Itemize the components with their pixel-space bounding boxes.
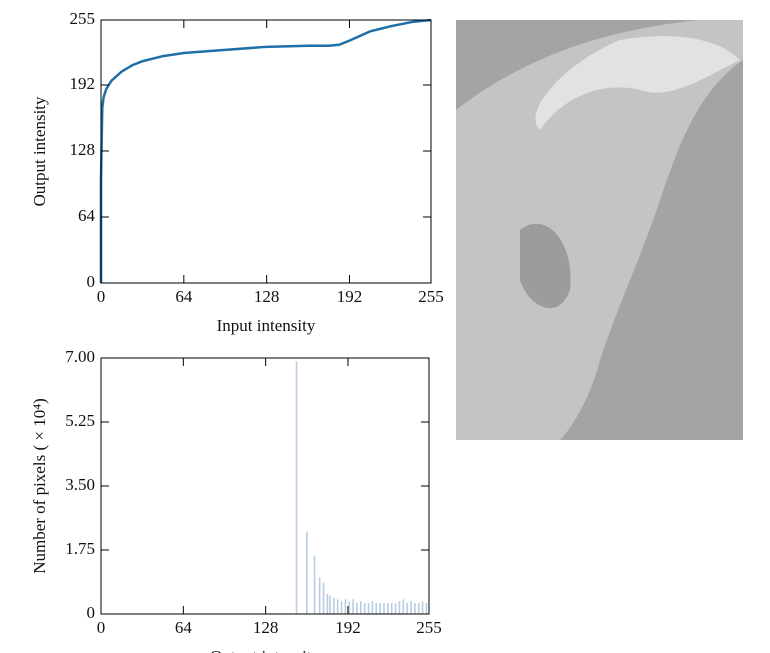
x-tick-label: 0 — [97, 618, 106, 637]
histogram-bar — [340, 601, 343, 614]
x-tick-label: 128 — [253, 618, 279, 637]
histogram-bar — [333, 597, 335, 614]
histogram-bar — [406, 603, 408, 614]
histogram-bar — [348, 601, 351, 614]
histogram-bar — [402, 599, 405, 614]
histogram-bar — [421, 601, 424, 614]
histogram-bar — [375, 603, 378, 614]
x-axis-label: Output intensity — [210, 647, 321, 653]
y-axis-label: Output intensity — [30, 96, 49, 207]
histogram-bar — [425, 603, 428, 614]
histogram-bar — [410, 601, 412, 614]
y-tick-label: 5.25 — [65, 411, 95, 430]
histogram-bar — [336, 599, 339, 614]
image-highlight — [535, 36, 740, 130]
histogram-bar — [344, 599, 347, 614]
histogram-bar — [313, 555, 316, 614]
histogram-bar — [318, 577, 321, 614]
y-tick-label: 0 — [87, 603, 96, 622]
curve — [99, 18, 432, 283]
histogram-bar — [360, 601, 362, 614]
histogram-bar — [383, 603, 385, 614]
y-tick-label: 255 — [70, 9, 96, 28]
y-tick-label: 64 — [78, 206, 96, 225]
x-tick-label: 128 — [254, 287, 280, 306]
y-tick-label: 7.00 — [65, 347, 95, 366]
image-surface — [456, 20, 743, 440]
histogram-bar — [352, 599, 354, 614]
x-tick-label: 192 — [335, 618, 361, 637]
x-tick-label: 0 — [97, 287, 106, 306]
histogram-bar — [414, 603, 416, 614]
histogram-bar — [356, 603, 358, 614]
histogram-bar — [387, 603, 389, 614]
histogram-bar — [306, 531, 308, 614]
y-tick-label: 3.50 — [65, 475, 95, 494]
x-tick-label: 64 — [175, 287, 193, 306]
y-axis-label: Number of pixels ( × 10⁴) — [30, 398, 49, 574]
histogram-bar — [322, 582, 325, 614]
x-axis-label: Input intensity — [217, 316, 316, 335]
x-tick-label: 255 — [418, 287, 444, 306]
histogram-bar — [329, 595, 331, 614]
y-tick-label: 128 — [70, 140, 96, 159]
histogram-bar — [398, 601, 401, 614]
plot-frame — [100, 357, 430, 615]
y-tick-label: 192 — [70, 74, 96, 93]
histogram-bar — [417, 603, 420, 614]
histogram-bar — [371, 601, 374, 614]
histogram-bar — [363, 603, 366, 614]
y-tick-label: 1.75 — [65, 539, 95, 558]
image-shadow — [520, 223, 571, 309]
y-tick-label: 0 — [87, 272, 96, 291]
x-tick-label: 255 — [416, 618, 442, 637]
histogram-bar — [367, 603, 370, 614]
histogram-bar — [295, 361, 298, 614]
x-tick-label: 192 — [337, 287, 363, 306]
moon-image — [456, 20, 743, 440]
plot-frame — [100, 19, 432, 284]
histogram-bar — [390, 603, 393, 614]
x-tick-label: 64 — [175, 618, 193, 637]
histogram-bar — [326, 593, 329, 614]
histogram-bar — [379, 603, 381, 614]
histogram-bar — [394, 603, 397, 614]
